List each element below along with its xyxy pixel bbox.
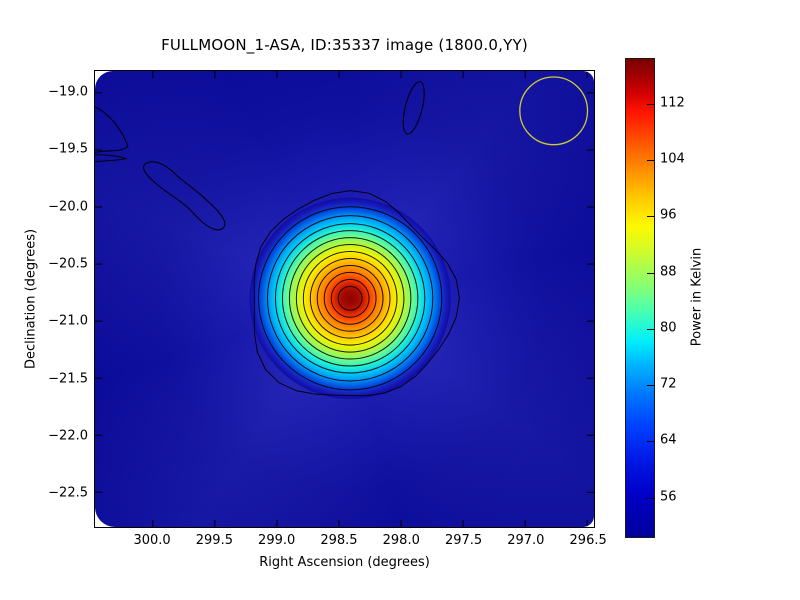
contour-ring [295,244,405,353]
x-tick-label: 297.0 [507,533,545,548]
contour-ring [337,285,363,311]
colorbar-tick-label: 112 [660,95,685,111]
colorbar-tick-mark [647,103,654,105]
outer-irregular-contour [253,190,460,397]
colorbar-tick-mark [647,441,654,443]
contour-ring [274,223,426,374]
y-tick-label: −19.0 [48,84,88,100]
y-tick-label: −21.0 [48,313,88,329]
y-tick-label: −22.0 [48,428,88,444]
colorbar-tick-label: 96 [660,207,677,223]
colorbar-tick-label: 104 [660,151,685,167]
plot-title: FULLMOON_1-ASA, ID:35337 image (1800.0,Y… [161,36,528,54]
colorbar-tick-mark [647,160,654,162]
contour-ring [330,278,370,318]
plot-area [94,70,595,528]
colorbar-tick-mark [647,328,654,330]
narrow-ellipse-contour [402,81,425,135]
y-tick-label: −19.5 [48,141,88,157]
beam-circle [519,76,589,146]
left-edge-contour [95,106,129,154]
colorbar-tick-mark [647,216,654,218]
contour-ring [323,271,377,325]
contour-ring [266,215,434,382]
x-tick-label: 299.0 [258,533,296,548]
x-tick-label: 298.5 [320,533,358,548]
contour-ring [288,237,412,360]
x-tick-label: 298.0 [382,533,420,548]
colorbar-tick-mark [647,497,654,499]
x-axis-label: Right Ascension (degrees) [259,555,430,570]
contour-ring [258,206,443,391]
x-tick-label: 299.5 [195,533,233,548]
noise-blob-contour [143,161,226,231]
y-tick-label: −21.5 [48,371,88,387]
contour-ring [302,251,398,346]
colorbar-tick-mark [647,272,654,274]
colorbar-tick-label: 88 [660,264,677,280]
y-tick-label: −22.5 [48,485,88,501]
contour-ring [281,230,419,367]
colorbar-tick-label: 64 [660,432,677,448]
x-tick-label: 297.5 [444,533,483,548]
x-tick-label: 296.5 [569,533,607,548]
colorbar-axis-label: Power in Kelvin [689,247,705,347]
left-edge-wedge-contour [95,154,128,163]
x-tick-label: 300.0 [133,533,171,548]
contour-ring [316,264,384,332]
contour-rings [258,206,443,391]
colorbar-tick-mark [647,385,654,387]
colorbar-tick-label: 56 [660,489,677,505]
colorbar [625,58,655,538]
colorbar-tick-label: 80 [660,320,677,336]
contour-ring [309,257,391,339]
colorbar-tick-label: 72 [660,376,677,392]
y-tick-label: −20.0 [48,199,88,215]
moon-source-disk [249,197,451,399]
y-axis-label: Declination (degrees) [23,228,39,370]
axis-tick-marks [95,71,594,527]
y-tick-label: −20.5 [48,256,88,272]
contour-overlay [95,71,594,527]
image-field [95,71,594,527]
